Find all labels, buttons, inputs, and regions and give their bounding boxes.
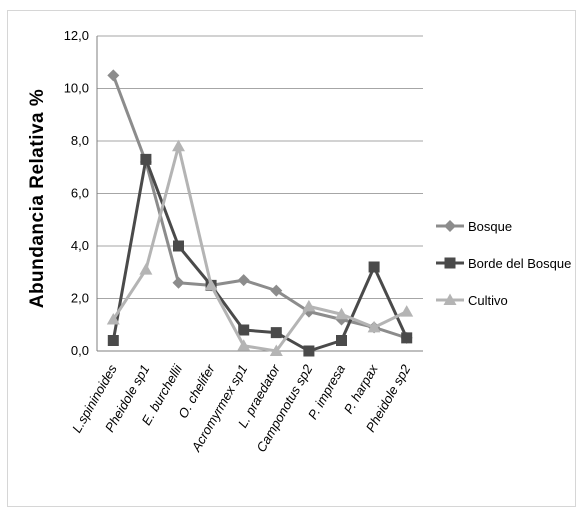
y-tick-label: 8,0	[71, 133, 89, 148]
series-bosque-point	[172, 276, 185, 289]
chart-frame	[7, 10, 576, 507]
series-bosque-point	[270, 284, 283, 297]
series-bosque-group	[107, 69, 413, 344]
series-cultivo-line	[112, 144, 408, 353]
series-cultivo-point	[237, 339, 251, 351]
series-borde-del-bosque-point	[270, 327, 282, 339]
y-tick-label: 4,0	[71, 238, 89, 253]
series-cultivo-point	[367, 320, 381, 333]
series-cultivo-point	[302, 299, 316, 312]
series-borde-del-bosque-point	[303, 345, 315, 357]
legend-item: Cultivo	[436, 293, 508, 308]
series-borde-del-bosque-point	[401, 332, 413, 344]
y-tick-label: 10,0	[64, 81, 89, 96]
series-borde-del-bosque-point	[336, 335, 347, 346]
series-cultivo-point	[269, 344, 283, 356]
y-tick-label: 12,0	[64, 28, 89, 43]
series-borde-del-bosque-point	[173, 240, 184, 252]
series-borde-del-bosque-point	[140, 153, 152, 165]
series-borde-del-bosque-point	[107, 335, 119, 346]
legend-label: Bosque	[468, 219, 512, 234]
legend-marker	[444, 257, 456, 269]
y-axis-label: Abundancia Relativa %	[27, 89, 48, 309]
series-borde-del-bosque-point	[238, 324, 250, 336]
series-cultivo-point	[400, 305, 414, 317]
legend-item: Borde del Bosque	[436, 256, 571, 271]
series-cultivo-point	[172, 139, 185, 152]
series-cultivo-point	[106, 313, 120, 325]
series-bosque-point	[107, 69, 120, 82]
series-cultivo-point	[335, 307, 348, 320]
series-cultivo-point	[204, 278, 218, 291]
y-tick-label: 2,0	[71, 291, 89, 306]
series-bosque-point	[237, 274, 250, 287]
series-bosque-line	[111, 74, 408, 340]
legend-item: Bosque	[436, 219, 512, 234]
legend-marker	[443, 293, 457, 305]
series-cultivo-group	[106, 139, 414, 356]
legend-marker	[444, 220, 456, 232]
y-tick-label: 0,0	[71, 343, 89, 358]
legend-label: Cultivo	[468, 293, 508, 308]
y-tick-label: 6,0	[71, 186, 89, 201]
series-borde-del-bosque-point	[368, 261, 380, 273]
legend-label: Borde del Bosque	[468, 256, 571, 271]
series-cultivo-point	[139, 263, 153, 275]
